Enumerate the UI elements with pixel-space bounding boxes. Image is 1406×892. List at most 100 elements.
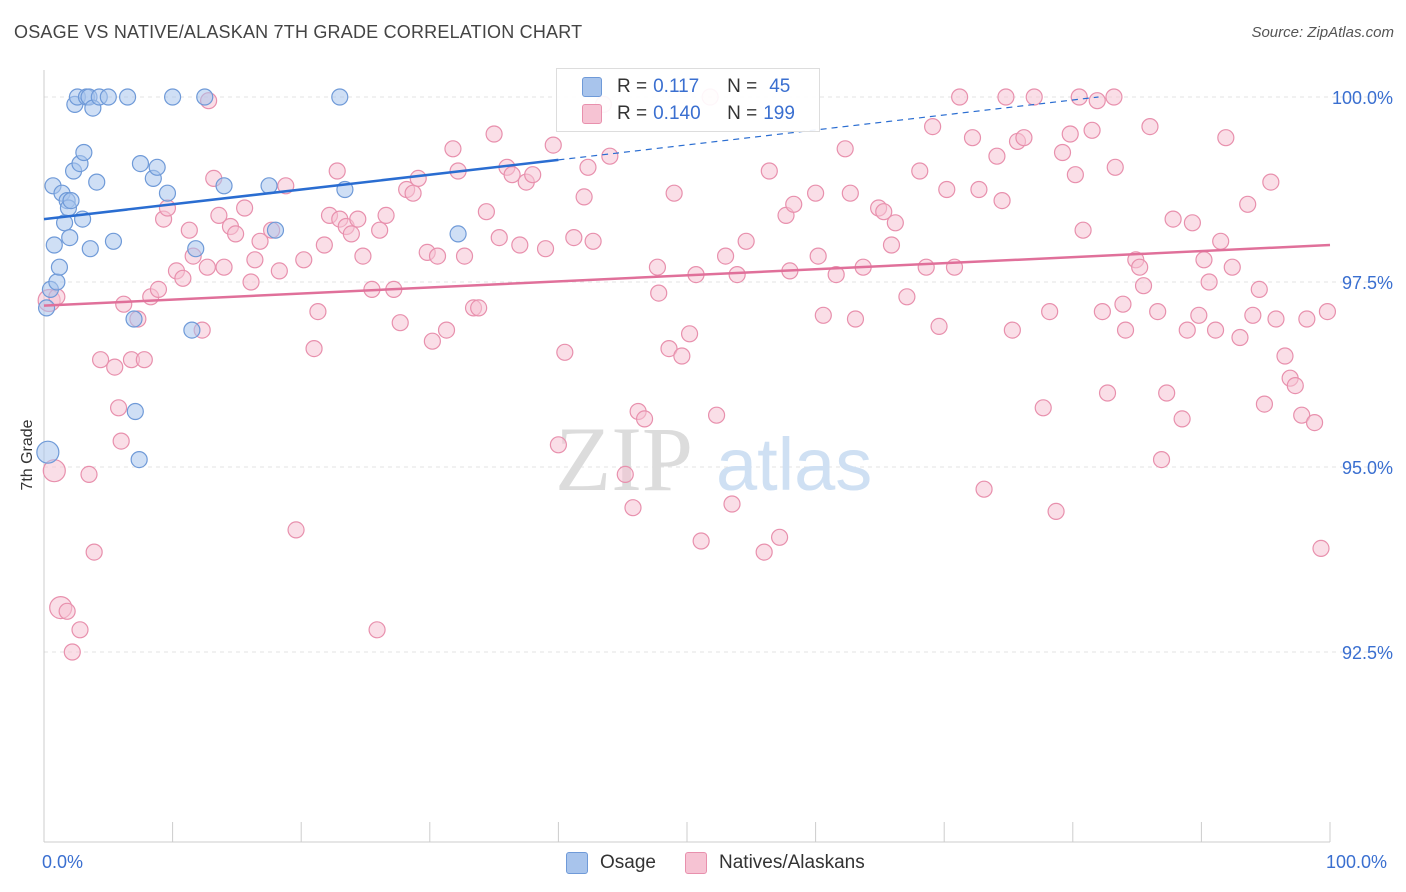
natives-point: [930, 317, 948, 335]
natives-point: [1061, 125, 1079, 143]
natives-point: [404, 184, 422, 202]
osage-trend-extension: [558, 96, 1099, 161]
legend-r-label: R =: [617, 76, 648, 97]
osage-point: [187, 240, 205, 258]
natives-point: [1015, 129, 1033, 147]
natives-point: [951, 88, 969, 106]
natives-point: [1098, 384, 1117, 402]
natives-point: [1178, 321, 1196, 339]
natives-point: [490, 229, 508, 247]
osage-point: [48, 273, 66, 291]
natives-point: [71, 621, 89, 639]
natives-point: [242, 273, 260, 291]
osage-point: [130, 451, 148, 469]
natives-point: [115, 295, 133, 313]
natives-point: [109, 399, 128, 417]
natives-point: [315, 236, 333, 254]
natives-point: [1276, 347, 1294, 365]
natives-point: [1183, 214, 1201, 232]
natives-point: [1149, 303, 1167, 321]
natives-point: [648, 258, 667, 276]
natives-point: [963, 129, 982, 147]
natives-point: [549, 436, 568, 454]
natives-point: [1164, 210, 1182, 228]
osage-point: [158, 184, 177, 202]
osage-point: [36, 440, 60, 464]
natives-point: [1047, 502, 1065, 520]
natives-point: [1106, 158, 1124, 176]
natives-point: [1041, 303, 1059, 321]
natives-point: [428, 247, 447, 265]
natives-point: [470, 299, 488, 317]
osage-point: [164, 88, 182, 106]
osage-points: [36, 88, 467, 469]
natives-point: [112, 432, 130, 450]
natives-point: [1134, 277, 1153, 295]
y-tick-labels: 92.5% 95.0% 97.5% 100.0%: [1332, 88, 1393, 663]
natives-point: [1217, 129, 1235, 147]
y-tick-label: 95.0%: [1342, 458, 1393, 478]
natives-point: [423, 332, 441, 350]
natives-point: [1305, 414, 1324, 432]
natives-point: [536, 240, 555, 258]
watermark: ZIP atlas: [555, 408, 872, 510]
natives-point: [295, 251, 313, 269]
natives-point: [827, 266, 845, 284]
osage-point: [215, 177, 233, 195]
natives-point: [149, 280, 168, 298]
natives-point: [477, 203, 495, 221]
natives-point: [1255, 395, 1274, 413]
natives-point: [1003, 321, 1021, 339]
natives-point: [886, 214, 904, 232]
osage-swatch-icon: [582, 77, 602, 97]
natives-point: [1250, 280, 1268, 298]
natives-point: [680, 325, 699, 343]
natives-point: [1244, 306, 1262, 324]
osage-point: [62, 192, 80, 210]
y-tick-label: 97.5%: [1342, 273, 1393, 293]
osage-point: [183, 321, 201, 339]
correlation-legend: R = 0.117 N = 45 R = 0.140 N = 199: [556, 68, 820, 132]
legend-n-value: 199: [763, 103, 795, 124]
natives-point: [1083, 121, 1101, 139]
natives-point: [544, 136, 562, 154]
osage-point: [449, 225, 467, 243]
natives-point: [1066, 166, 1084, 184]
natives-point: [135, 351, 153, 369]
natives-point: [1239, 195, 1257, 213]
natives-point: [270, 262, 288, 280]
legend-label-osage: Osage: [600, 852, 656, 873]
osage-legend-icon: [566, 852, 588, 874]
legend-n-label: N =: [727, 76, 758, 97]
natives-point: [1053, 143, 1072, 162]
natives-point: [309, 303, 327, 321]
natives-point: [485, 125, 503, 143]
x-tick-label-max: 100.0%: [1326, 852, 1388, 872]
watermark-atlas: atlas: [716, 423, 872, 506]
natives-point: [836, 140, 854, 158]
natives-point: [174, 269, 192, 287]
natives-point: [665, 184, 683, 202]
natives-point: [882, 236, 901, 254]
natives-alaskans-points: [37, 88, 1337, 661]
natives-point: [1200, 273, 1218, 291]
natives-point: [846, 310, 865, 328]
natives-point: [601, 147, 619, 165]
natives-point: [660, 340, 678, 358]
natives-point: [1173, 410, 1191, 428]
natives-point: [354, 247, 372, 265]
natives-point: [80, 465, 98, 483]
natives-point: [1267, 310, 1285, 328]
natives-point: [1262, 173, 1280, 191]
watermark-zip: ZIP: [555, 408, 693, 510]
natives-point: [1318, 303, 1337, 321]
legend-item-osage[interactable]: Osage: [566, 852, 656, 874]
natives-point: [814, 306, 832, 324]
natives-swatch-icon: [582, 104, 602, 124]
natives-point: [938, 180, 956, 199]
trend-lines: [43, 96, 1331, 307]
osage-trend-line: [43, 158, 559, 221]
legend-item-natives[interactable]: Natives/Alaskans: [685, 852, 865, 874]
natives-point: [180, 221, 198, 239]
natives-point: [556, 343, 574, 361]
